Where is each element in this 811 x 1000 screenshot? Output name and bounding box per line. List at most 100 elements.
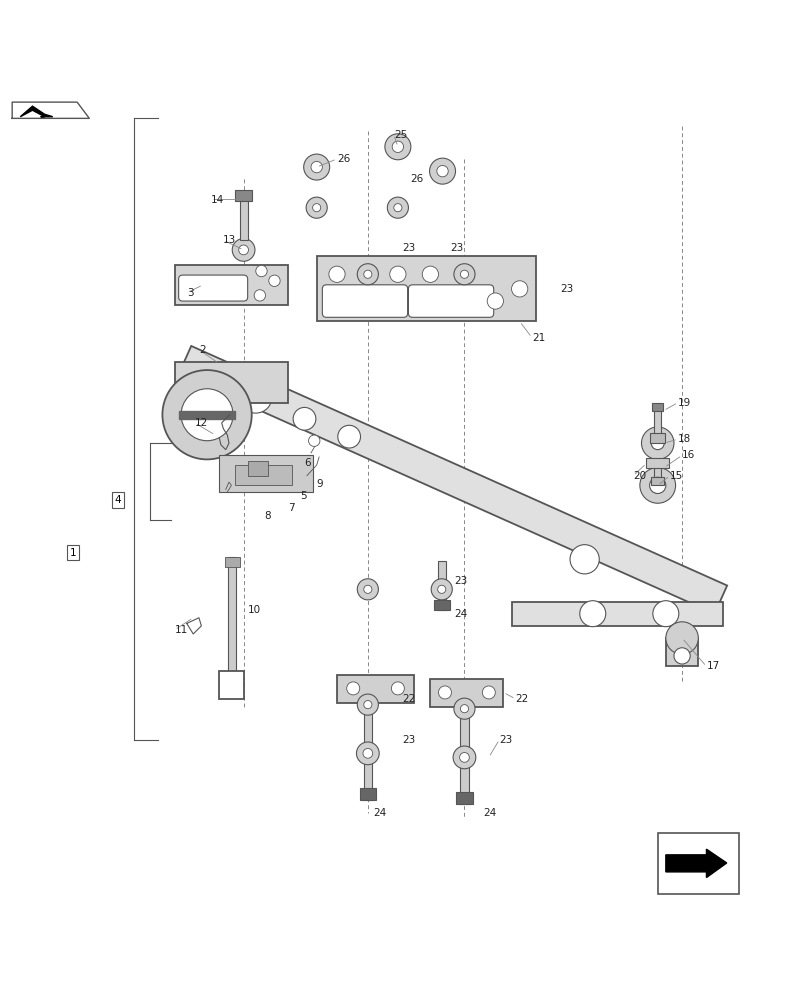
Polygon shape <box>235 465 292 485</box>
Text: 13: 13 <box>223 235 236 245</box>
Text: 23: 23 <box>454 576 467 586</box>
Text: 22: 22 <box>515 694 528 704</box>
Circle shape <box>579 601 605 627</box>
Polygon shape <box>511 601 722 626</box>
Text: 11: 11 <box>174 625 187 635</box>
Circle shape <box>254 290 265 301</box>
Circle shape <box>328 266 345 282</box>
Circle shape <box>337 425 360 448</box>
Text: 12: 12 <box>195 418 208 428</box>
Polygon shape <box>219 455 312 492</box>
Circle shape <box>389 266 406 282</box>
Circle shape <box>268 275 280 286</box>
Text: 4: 4 <box>114 495 121 505</box>
Polygon shape <box>225 557 239 567</box>
Text: 26: 26 <box>410 174 423 184</box>
Circle shape <box>181 389 233 441</box>
Polygon shape <box>363 711 371 800</box>
Circle shape <box>308 435 320 446</box>
Circle shape <box>391 682 404 695</box>
Text: 6: 6 <box>304 458 311 468</box>
Circle shape <box>293 407 315 430</box>
Text: 2: 2 <box>199 345 205 355</box>
Polygon shape <box>219 671 243 699</box>
Circle shape <box>312 204 320 212</box>
Polygon shape <box>665 638 697 666</box>
Circle shape <box>431 579 452 600</box>
Text: 8: 8 <box>264 511 270 521</box>
Circle shape <box>238 245 248 255</box>
Circle shape <box>639 468 675 503</box>
Circle shape <box>232 239 255 261</box>
Circle shape <box>303 154 329 180</box>
Circle shape <box>358 266 375 282</box>
Polygon shape <box>359 788 375 800</box>
Polygon shape <box>646 458 668 468</box>
Circle shape <box>438 686 451 699</box>
Text: 15: 15 <box>669 471 682 481</box>
Polygon shape <box>654 450 660 485</box>
Circle shape <box>162 370 251 459</box>
Text: 24: 24 <box>454 609 467 619</box>
Text: 22: 22 <box>401 694 414 704</box>
Text: 18: 18 <box>677 434 690 444</box>
Circle shape <box>569 545 599 574</box>
Text: 1: 1 <box>70 548 76 558</box>
Polygon shape <box>20 106 53 117</box>
Text: 17: 17 <box>706 661 719 671</box>
Circle shape <box>392 141 403 152</box>
Polygon shape <box>178 346 727 614</box>
Text: 21: 21 <box>531 333 544 343</box>
Circle shape <box>511 281 527 297</box>
Circle shape <box>429 158 455 184</box>
Circle shape <box>346 682 359 695</box>
Polygon shape <box>654 404 660 443</box>
Circle shape <box>649 477 665 494</box>
Circle shape <box>437 585 445 593</box>
Circle shape <box>650 437 663 450</box>
Circle shape <box>482 686 495 699</box>
Circle shape <box>363 270 371 278</box>
Text: 23: 23 <box>401 243 414 253</box>
Circle shape <box>454 266 470 282</box>
Polygon shape <box>430 679 503 707</box>
Text: 14: 14 <box>211 195 224 205</box>
Circle shape <box>436 165 448 177</box>
Circle shape <box>363 701 371 709</box>
Text: 23: 23 <box>560 284 573 294</box>
Polygon shape <box>235 190 251 201</box>
Text: 24: 24 <box>373 808 386 818</box>
Text: 9: 9 <box>316 479 323 489</box>
Circle shape <box>311 161 322 173</box>
Text: 20: 20 <box>633 471 646 481</box>
Circle shape <box>453 264 474 285</box>
Polygon shape <box>247 461 268 476</box>
Text: 10: 10 <box>247 605 260 615</box>
Circle shape <box>453 746 475 769</box>
Polygon shape <box>178 411 235 419</box>
Polygon shape <box>650 477 663 485</box>
FancyBboxPatch shape <box>408 285 493 317</box>
Text: 26: 26 <box>337 154 350 164</box>
Circle shape <box>387 197 408 218</box>
Polygon shape <box>337 675 414 703</box>
Circle shape <box>460 705 468 713</box>
Polygon shape <box>665 849 726 878</box>
Text: 23: 23 <box>499 735 512 745</box>
Polygon shape <box>437 561 445 610</box>
Text: 3: 3 <box>187 288 193 298</box>
Text: 23: 23 <box>450 243 463 253</box>
Polygon shape <box>650 433 664 443</box>
Circle shape <box>255 265 267 277</box>
Polygon shape <box>460 715 468 804</box>
Circle shape <box>422 266 438 282</box>
Text: 19: 19 <box>677 398 690 408</box>
Circle shape <box>393 204 401 212</box>
FancyBboxPatch shape <box>322 285 407 317</box>
Circle shape <box>459 753 469 762</box>
Polygon shape <box>228 557 236 671</box>
Bar <box>657 833 738 894</box>
Circle shape <box>239 381 272 413</box>
Circle shape <box>460 270 468 278</box>
Polygon shape <box>239 191 247 240</box>
